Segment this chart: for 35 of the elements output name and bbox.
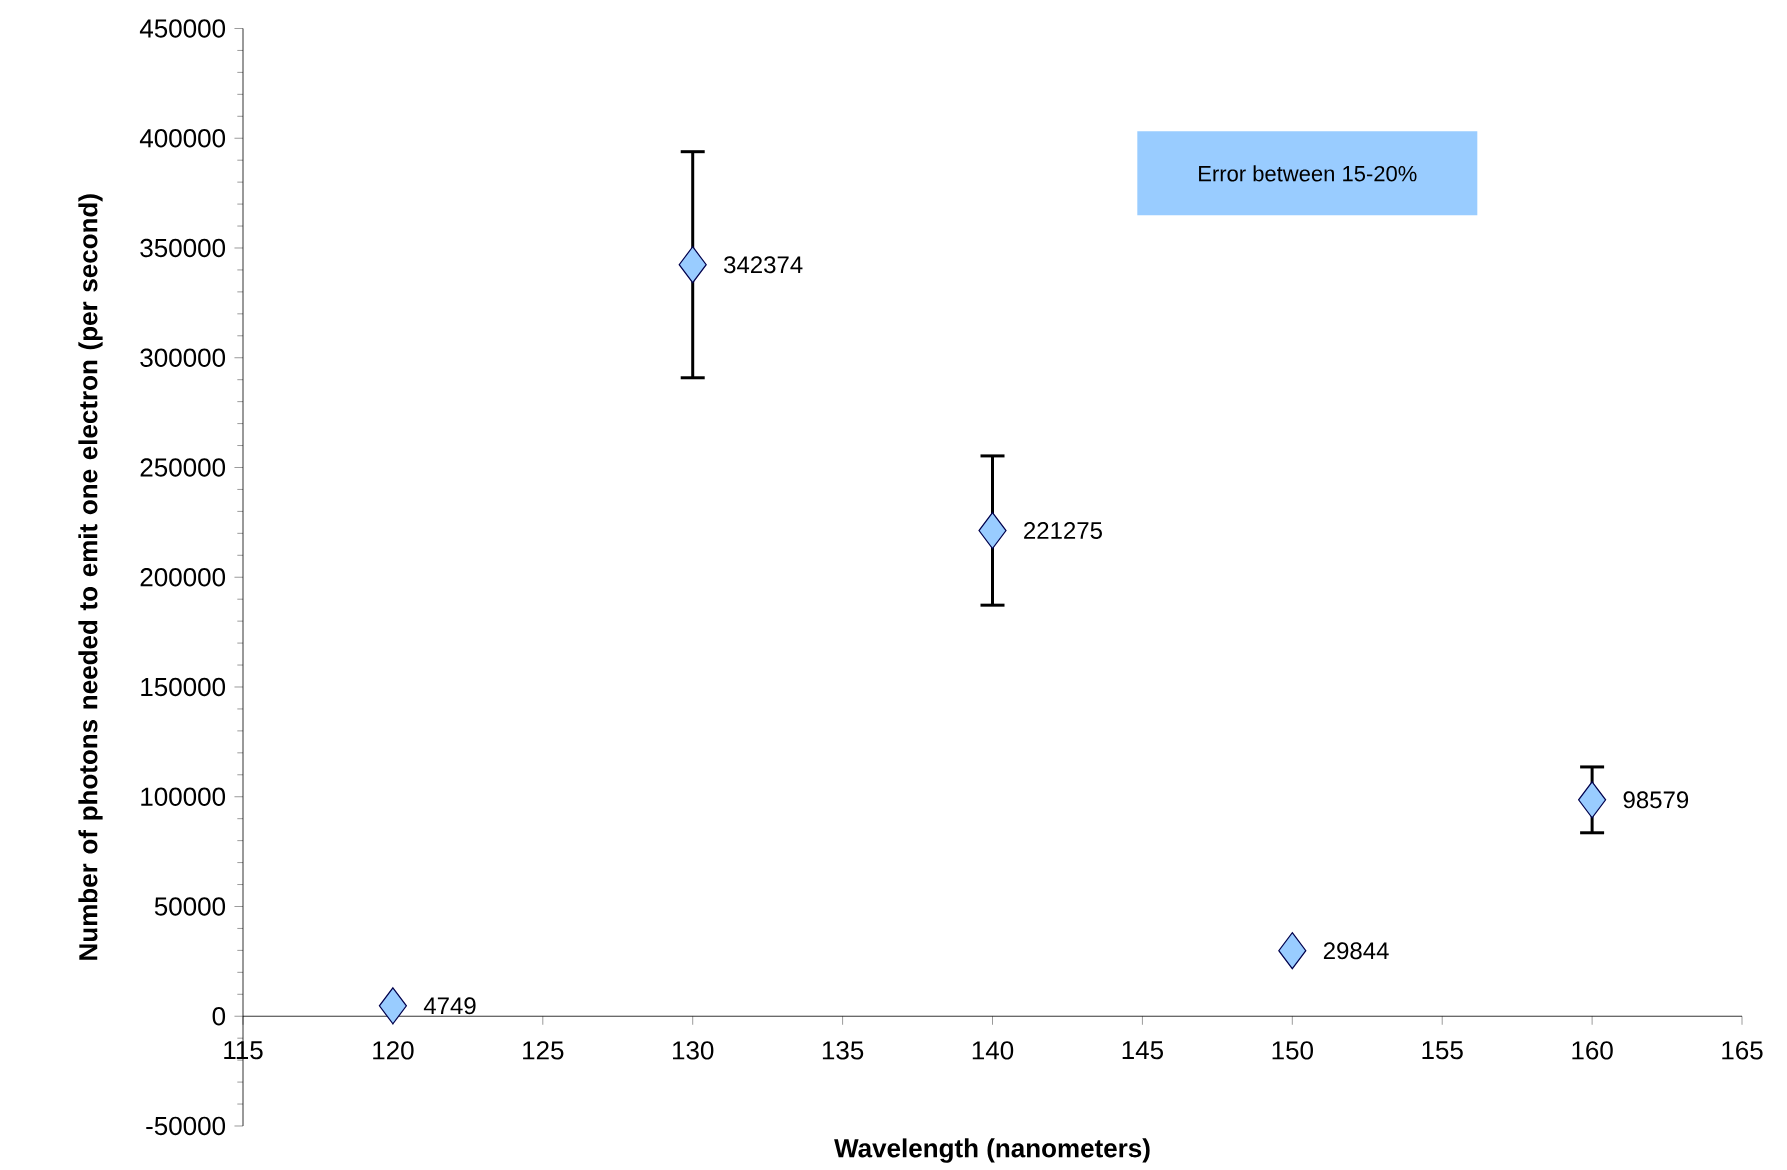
x-tick-label: 120 [373,1041,414,1060]
y-tick-label: 350000 [140,238,226,258]
x-tick-label: 160 [1572,1041,1613,1060]
point [378,987,408,1025]
point [678,246,707,284]
point [978,511,1007,550]
x-tick-label: 135 [822,1041,864,1060]
annotation: Error between 15-20% [1199,165,1417,182]
y-tick-label: 0 [212,1007,226,1026]
data-label: 98579 [1623,791,1689,809]
x-axis-title: Wavelength (nanometers) [834,1138,1150,1163]
y-axis-title: Number of photons needed to emit one electron (per second) [78,194,103,960]
x-tick-label: 115 [224,1041,263,1060]
data-label: 342374 [724,256,803,274]
y-tick-label: 450000 [139,19,226,38]
point [1578,781,1607,819]
y-tick-label: 400000 [139,129,226,148]
x-tick-label: 150 [1272,1041,1313,1060]
x-tick-label: 140 [972,1041,1014,1060]
y-tick-label: 100000 [141,787,226,806]
y-tick-label: -50000 [146,1116,226,1136]
x-tick-label: 155 [1422,1041,1463,1060]
y-tick-label: 150000 [141,677,226,697]
y-tick-label: 300000 [140,348,226,367]
y-tick-label: 250000 [140,458,226,477]
x-tick-label: 165 [1722,1041,1763,1060]
y-tick-label: 50000 [154,897,226,916]
data-label: 4749 [423,997,476,1015]
x-tick-label: 145 [1122,1041,1163,1060]
x-tick-label: 130 [672,1041,714,1060]
x-tick-label: 125 [523,1041,564,1060]
point [1278,932,1307,970]
data-label: 29844 [1323,942,1389,960]
y-tick-label: 200000 [140,568,226,587]
data-label: 221275 [1024,522,1102,540]
